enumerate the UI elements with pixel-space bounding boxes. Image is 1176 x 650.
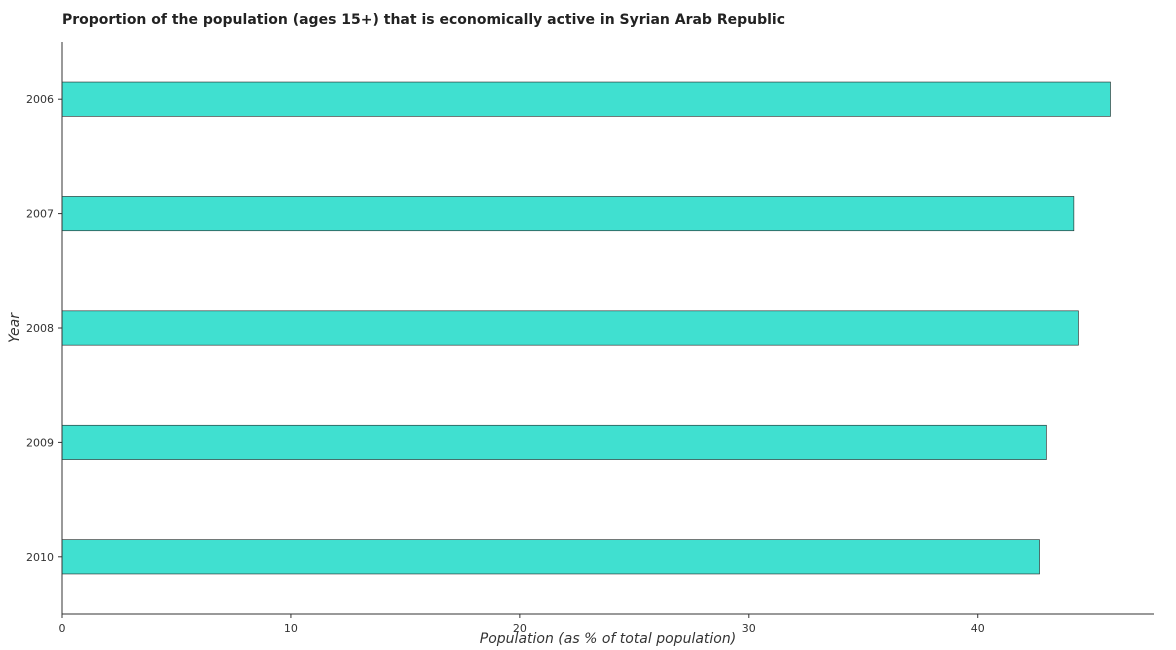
bar-2010 <box>61 539 1040 575</box>
y-ticks-group: 2006 2007 2008 2009 2010 <box>26 93 62 564</box>
x-tick-label-20: 20 <box>513 622 527 635</box>
y-tick-label-2007: 2007 <box>26 208 54 221</box>
bar-2007 <box>61 196 1075 232</box>
y-tick-label-2006: 2006 <box>26 93 54 106</box>
bar-2008 <box>61 310 1079 346</box>
x-ticks-group: 0 10 20 30 40 <box>59 614 985 635</box>
y-tick-label-2008: 2008 <box>26 322 54 335</box>
bars-group <box>61 81 1111 575</box>
x-tick-label-0: 0 <box>59 622 66 635</box>
chart-title: Proportion of the population (ages 15+) … <box>62 12 785 28</box>
x-axis-label: Population (as % of total population) <box>480 631 736 647</box>
y-axis-label: Year <box>7 312 23 343</box>
y-tick-label-2010: 2010 <box>26 551 54 564</box>
bar-2006 <box>61 81 1111 117</box>
x-tick-label-40: 40 <box>971 622 985 635</box>
y-tick-label-2009: 2009 <box>26 436 54 449</box>
x-tick-label-10: 10 <box>284 622 298 635</box>
x-tick-label-30: 30 <box>742 622 756 635</box>
bar-2009 <box>61 424 1047 460</box>
